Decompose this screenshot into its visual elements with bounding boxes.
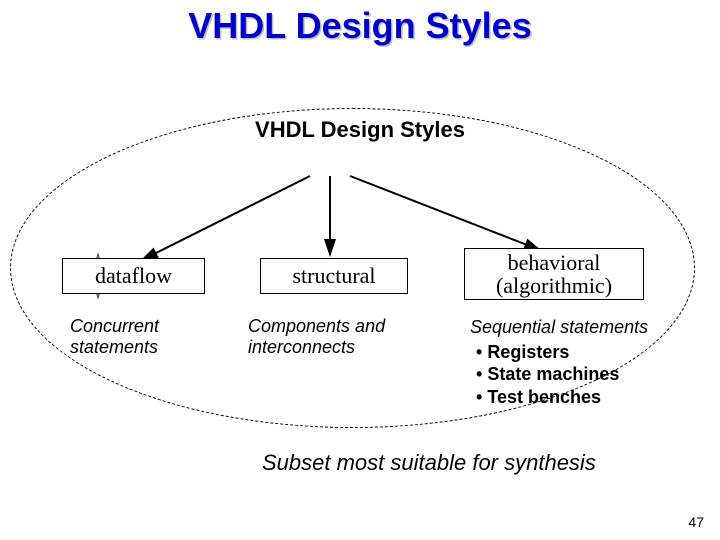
behavioral-description: Sequential statements RegistersState mac… xyxy=(470,316,648,408)
sequential-list-item: Test benches xyxy=(476,386,648,409)
sequential-list-item: Registers xyxy=(476,341,648,364)
structural-description: Components and interconnects xyxy=(248,316,385,357)
structural-node-label: structural xyxy=(292,264,375,287)
sequential-list: RegistersState machinesTest benches xyxy=(470,341,648,409)
root-node-label: VHDL Design Styles xyxy=(255,118,465,142)
subset-note: Subset most suitable for synthesis xyxy=(262,450,596,476)
dataflow-node-label: dataflow xyxy=(95,264,172,287)
dataflow-node: dataflow xyxy=(62,258,205,294)
behavioral-node: behavioral (algorithmic) xyxy=(464,248,644,300)
behavioral-node-label: behavioral (algorithmic) xyxy=(496,251,612,297)
sequential-title: Sequential statements xyxy=(470,316,648,339)
sequential-list-item: State machines xyxy=(476,363,648,386)
dataflow-description: Concurrent statements xyxy=(70,316,159,357)
page-number: 47 xyxy=(688,514,704,530)
structural-node: structural xyxy=(260,258,408,294)
page-title: VHDL Design Styles xyxy=(188,5,531,47)
